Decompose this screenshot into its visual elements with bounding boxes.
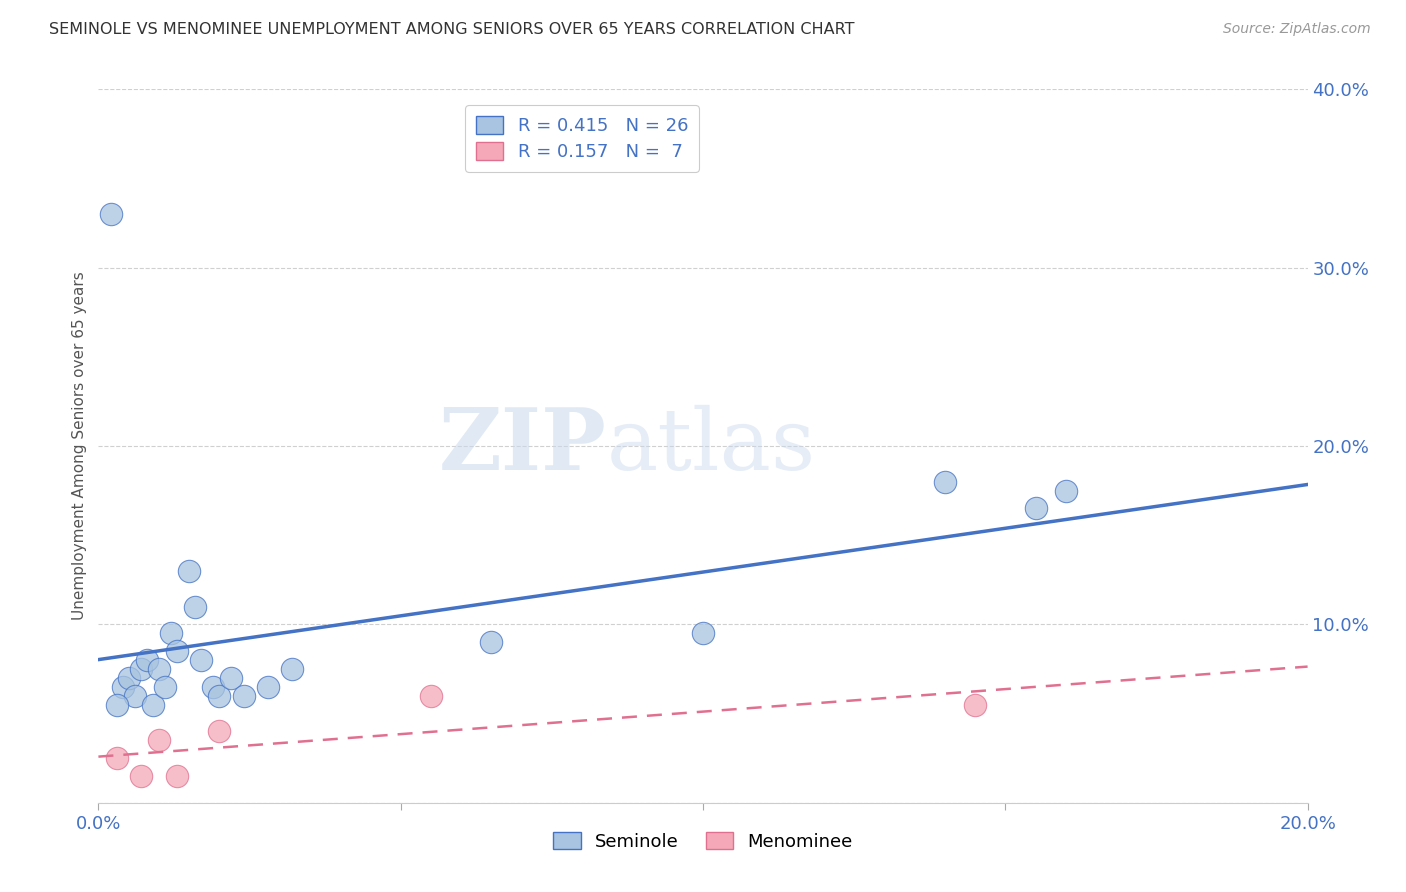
Point	[129, 769, 152, 783]
Point	[166, 644, 188, 658]
Point	[965, 698, 987, 712]
Legend: Seminole, Menominee: Seminole, Menominee	[546, 825, 860, 858]
Point	[208, 724, 231, 739]
Point	[153, 680, 176, 694]
Point	[420, 689, 443, 703]
Point	[190, 653, 212, 667]
Point	[232, 689, 254, 703]
Point	[105, 751, 128, 765]
Point	[256, 680, 278, 694]
Point	[129, 662, 152, 676]
Point	[124, 689, 146, 703]
Point	[202, 680, 225, 694]
Point	[135, 653, 157, 667]
Text: Source: ZipAtlas.com: Source: ZipAtlas.com	[1223, 22, 1371, 37]
Point	[184, 599, 207, 614]
Point	[166, 769, 188, 783]
Point	[1024, 501, 1046, 516]
Text: SEMINOLE VS MENOMINEE UNEMPLOYMENT AMONG SENIORS OVER 65 YEARS CORRELATION CHART: SEMINOLE VS MENOMINEE UNEMPLOYMENT AMONG…	[49, 22, 855, 37]
Y-axis label: Unemployment Among Seniors over 65 years: Unemployment Among Seniors over 65 years	[72, 272, 87, 620]
Point	[118, 671, 141, 685]
Point	[160, 626, 183, 640]
Point	[148, 662, 170, 676]
Point	[148, 733, 170, 747]
Point	[111, 680, 134, 694]
Point	[105, 698, 128, 712]
Point	[1054, 483, 1077, 498]
Text: ZIP: ZIP	[439, 404, 606, 488]
Point	[208, 689, 231, 703]
Point	[481, 635, 503, 649]
Text: atlas: atlas	[606, 404, 815, 488]
Point	[281, 662, 304, 676]
Point	[221, 671, 243, 685]
Point	[179, 564, 201, 578]
Point	[692, 626, 714, 640]
Point	[934, 475, 956, 489]
Point	[100, 207, 122, 221]
Point	[142, 698, 165, 712]
